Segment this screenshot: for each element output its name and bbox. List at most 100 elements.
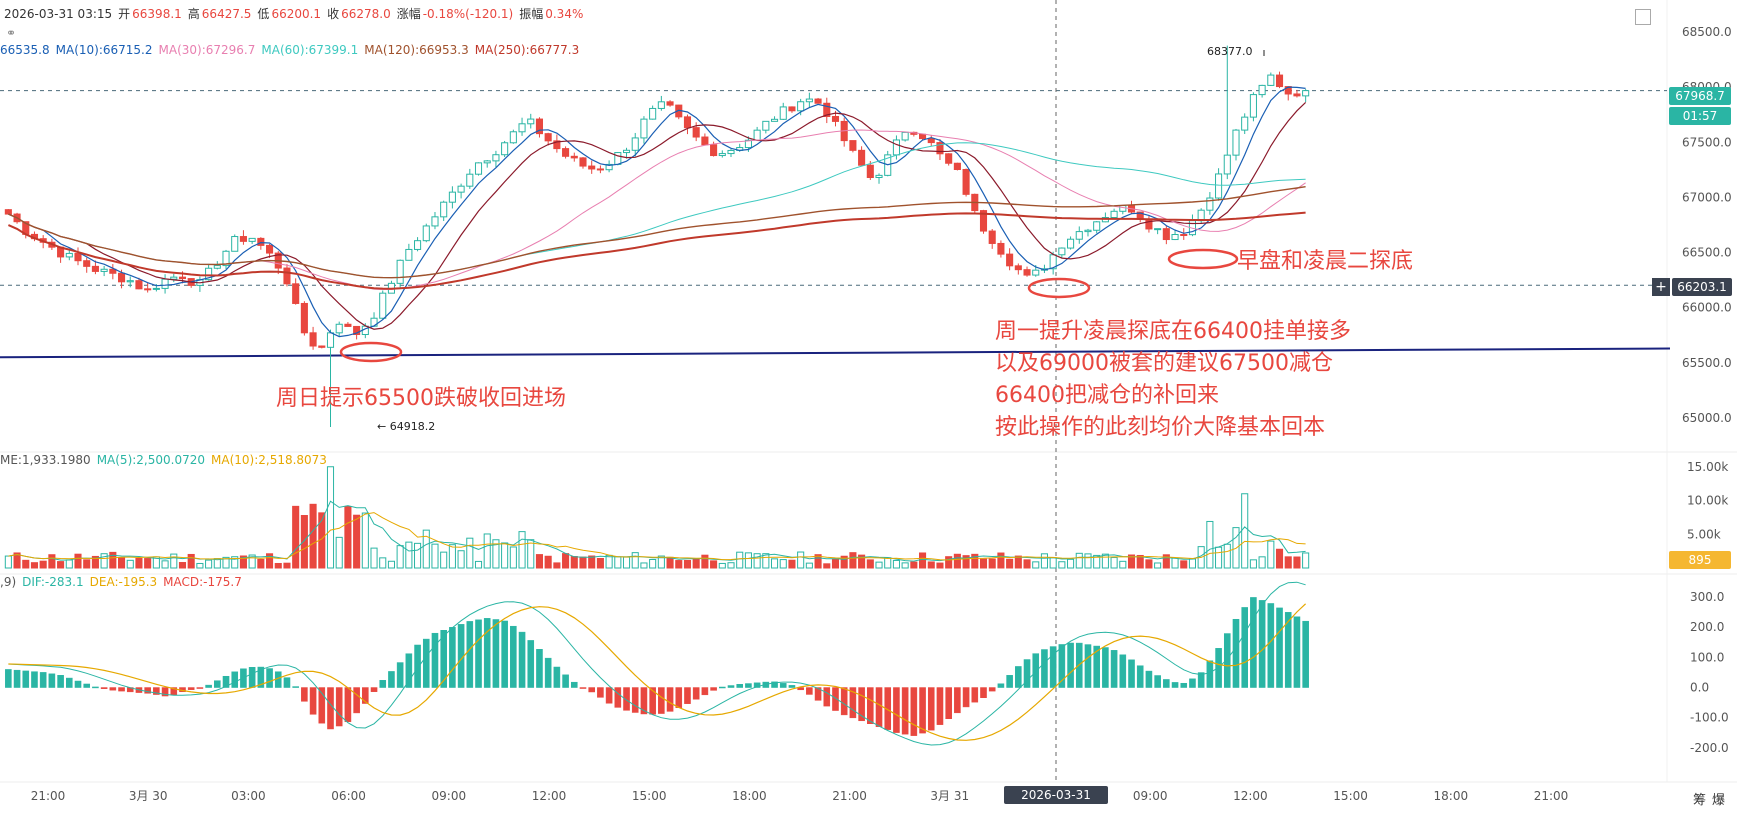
- macd-histogram-bar: [666, 687, 674, 712]
- candle-body: [518, 123, 526, 133]
- candle-body: [997, 242, 1005, 255]
- candle-body: [205, 267, 213, 281]
- volume-bar: [448, 544, 456, 569]
- amp-value: 0.34%: [545, 7, 584, 21]
- legend-entry: MA(120):66953.3: [364, 43, 469, 57]
- candle-body: [1014, 265, 1022, 271]
- candle-body: [414, 240, 422, 250]
- candle-body: [1032, 269, 1040, 276]
- macd-histogram-bar: [335, 687, 343, 727]
- candle-body: [396, 259, 404, 284]
- candle-body: [858, 149, 866, 166]
- volume-tick-label: 15.00k: [1687, 460, 1728, 474]
- candle-body: [1119, 205, 1127, 212]
- macd-histogram-bar: [570, 681, 578, 688]
- volume-bar: [266, 553, 274, 569]
- volume-bar: [492, 539, 500, 569]
- macd-histogram-bar: [222, 675, 230, 688]
- volume-bar: [405, 541, 413, 569]
- volume-bar: [701, 554, 709, 569]
- candle-body: [701, 136, 709, 146]
- time-tick-label: 3月 30: [129, 789, 168, 803]
- time-tick-label: 21:00: [1534, 789, 1569, 803]
- volume-bar: [414, 542, 422, 569]
- volume-bar: [1127, 554, 1136, 569]
- macd-histogram-bar: [1250, 597, 1257, 688]
- annotation-line: 以及69000被套的建议67500减仓: [995, 351, 1333, 376]
- candle-body: [631, 137, 639, 151]
- candle-body: [1232, 129, 1240, 156]
- close-label: 收: [327, 7, 340, 21]
- volume-bar: [300, 515, 308, 569]
- volume-bar: [187, 553, 195, 569]
- macd-histogram-bar: [692, 687, 700, 700]
- volume-bar: [326, 466, 335, 569]
- candle-body: [919, 133, 927, 140]
- candle-body: [1275, 74, 1284, 88]
- candle-body: [117, 272, 126, 283]
- candle-body: [535, 118, 544, 135]
- candle-body: [344, 323, 352, 327]
- candle-body: [770, 118, 779, 122]
- volume-bar: [901, 562, 909, 569]
- volume-bar: [48, 554, 56, 569]
- macd-histogram-bar: [753, 682, 761, 688]
- eye-icon[interactable]: ⚭: [6, 26, 17, 40]
- bottom-right-tools[interactable]: 筹爆: [1693, 789, 1731, 808]
- macd-histogram-bar: [1197, 672, 1205, 688]
- macd-histogram-bar: [257, 666, 265, 688]
- macd-histogram-bar: [231, 671, 239, 688]
- macd-histogram-bar: [422, 638, 430, 688]
- volume-bar: [4, 555, 12, 569]
- macd-histogram-bar: [353, 687, 360, 714]
- crosshair-plus-icon[interactable]: +: [1652, 278, 1670, 296]
- macd-histogram-bar: [779, 683, 787, 688]
- volume-bar: [666, 556, 674, 569]
- candle-body: [474, 162, 483, 175]
- candle-body: [144, 288, 152, 291]
- candle-body: [692, 127, 700, 138]
- volume-bar: [1267, 540, 1275, 569]
- volume-bar: [292, 505, 300, 569]
- volume-bar: [57, 561, 65, 569]
- volume-bar: [396, 545, 404, 569]
- macd-histogram-bar: [483, 618, 491, 688]
- macd-histogram-bar: [1023, 659, 1031, 688]
- volume-bar: [683, 559, 692, 569]
- volume-bar: [109, 551, 117, 569]
- candle-body: [309, 332, 317, 347]
- volume-bar: [422, 529, 430, 569]
- volume-bar: [744, 552, 752, 569]
- peak-low-value: 64918.2: [389, 420, 436, 433]
- macd-tick-label: -100.0: [1690, 711, 1729, 725]
- volume-bar: [370, 547, 378, 569]
- macd-histogram-bar: [1232, 618, 1240, 688]
- candle-body: [213, 265, 221, 269]
- volume-bar: [1040, 553, 1048, 569]
- time-tick-label: 15:00: [1333, 789, 1368, 803]
- volume-bar: [39, 560, 47, 569]
- volume-bar: [509, 546, 517, 569]
- macd-histogram-bar: [266, 668, 273, 688]
- macd-histogram-bar: [814, 687, 822, 701]
- macd-histogram-bar: [327, 687, 334, 730]
- candle-body: [448, 191, 456, 203]
- macd-histogram-bar: [1110, 650, 1118, 688]
- liquidation-button[interactable]: 爆: [1712, 793, 1726, 808]
- cursor-price-tag: 66203.1: [1672, 278, 1732, 296]
- volume-bar: [579, 556, 587, 569]
- candle-body: [727, 149, 735, 155]
- candle-body: [326, 332, 335, 348]
- volume-bar: [283, 562, 291, 569]
- volume-bar: [196, 562, 204, 569]
- fullscreen-icon[interactable]: [1635, 9, 1651, 25]
- candle-body: [1084, 229, 1092, 233]
- volume-bar: [762, 553, 770, 569]
- macd-histogram-bar: [901, 687, 909, 735]
- candle-body: [1267, 74, 1275, 86]
- macd-histogram-bar: [1258, 600, 1266, 688]
- candle-body: [814, 98, 822, 104]
- candle-body: [953, 162, 961, 170]
- chip-distribution-button[interactable]: 筹: [1693, 793, 1707, 808]
